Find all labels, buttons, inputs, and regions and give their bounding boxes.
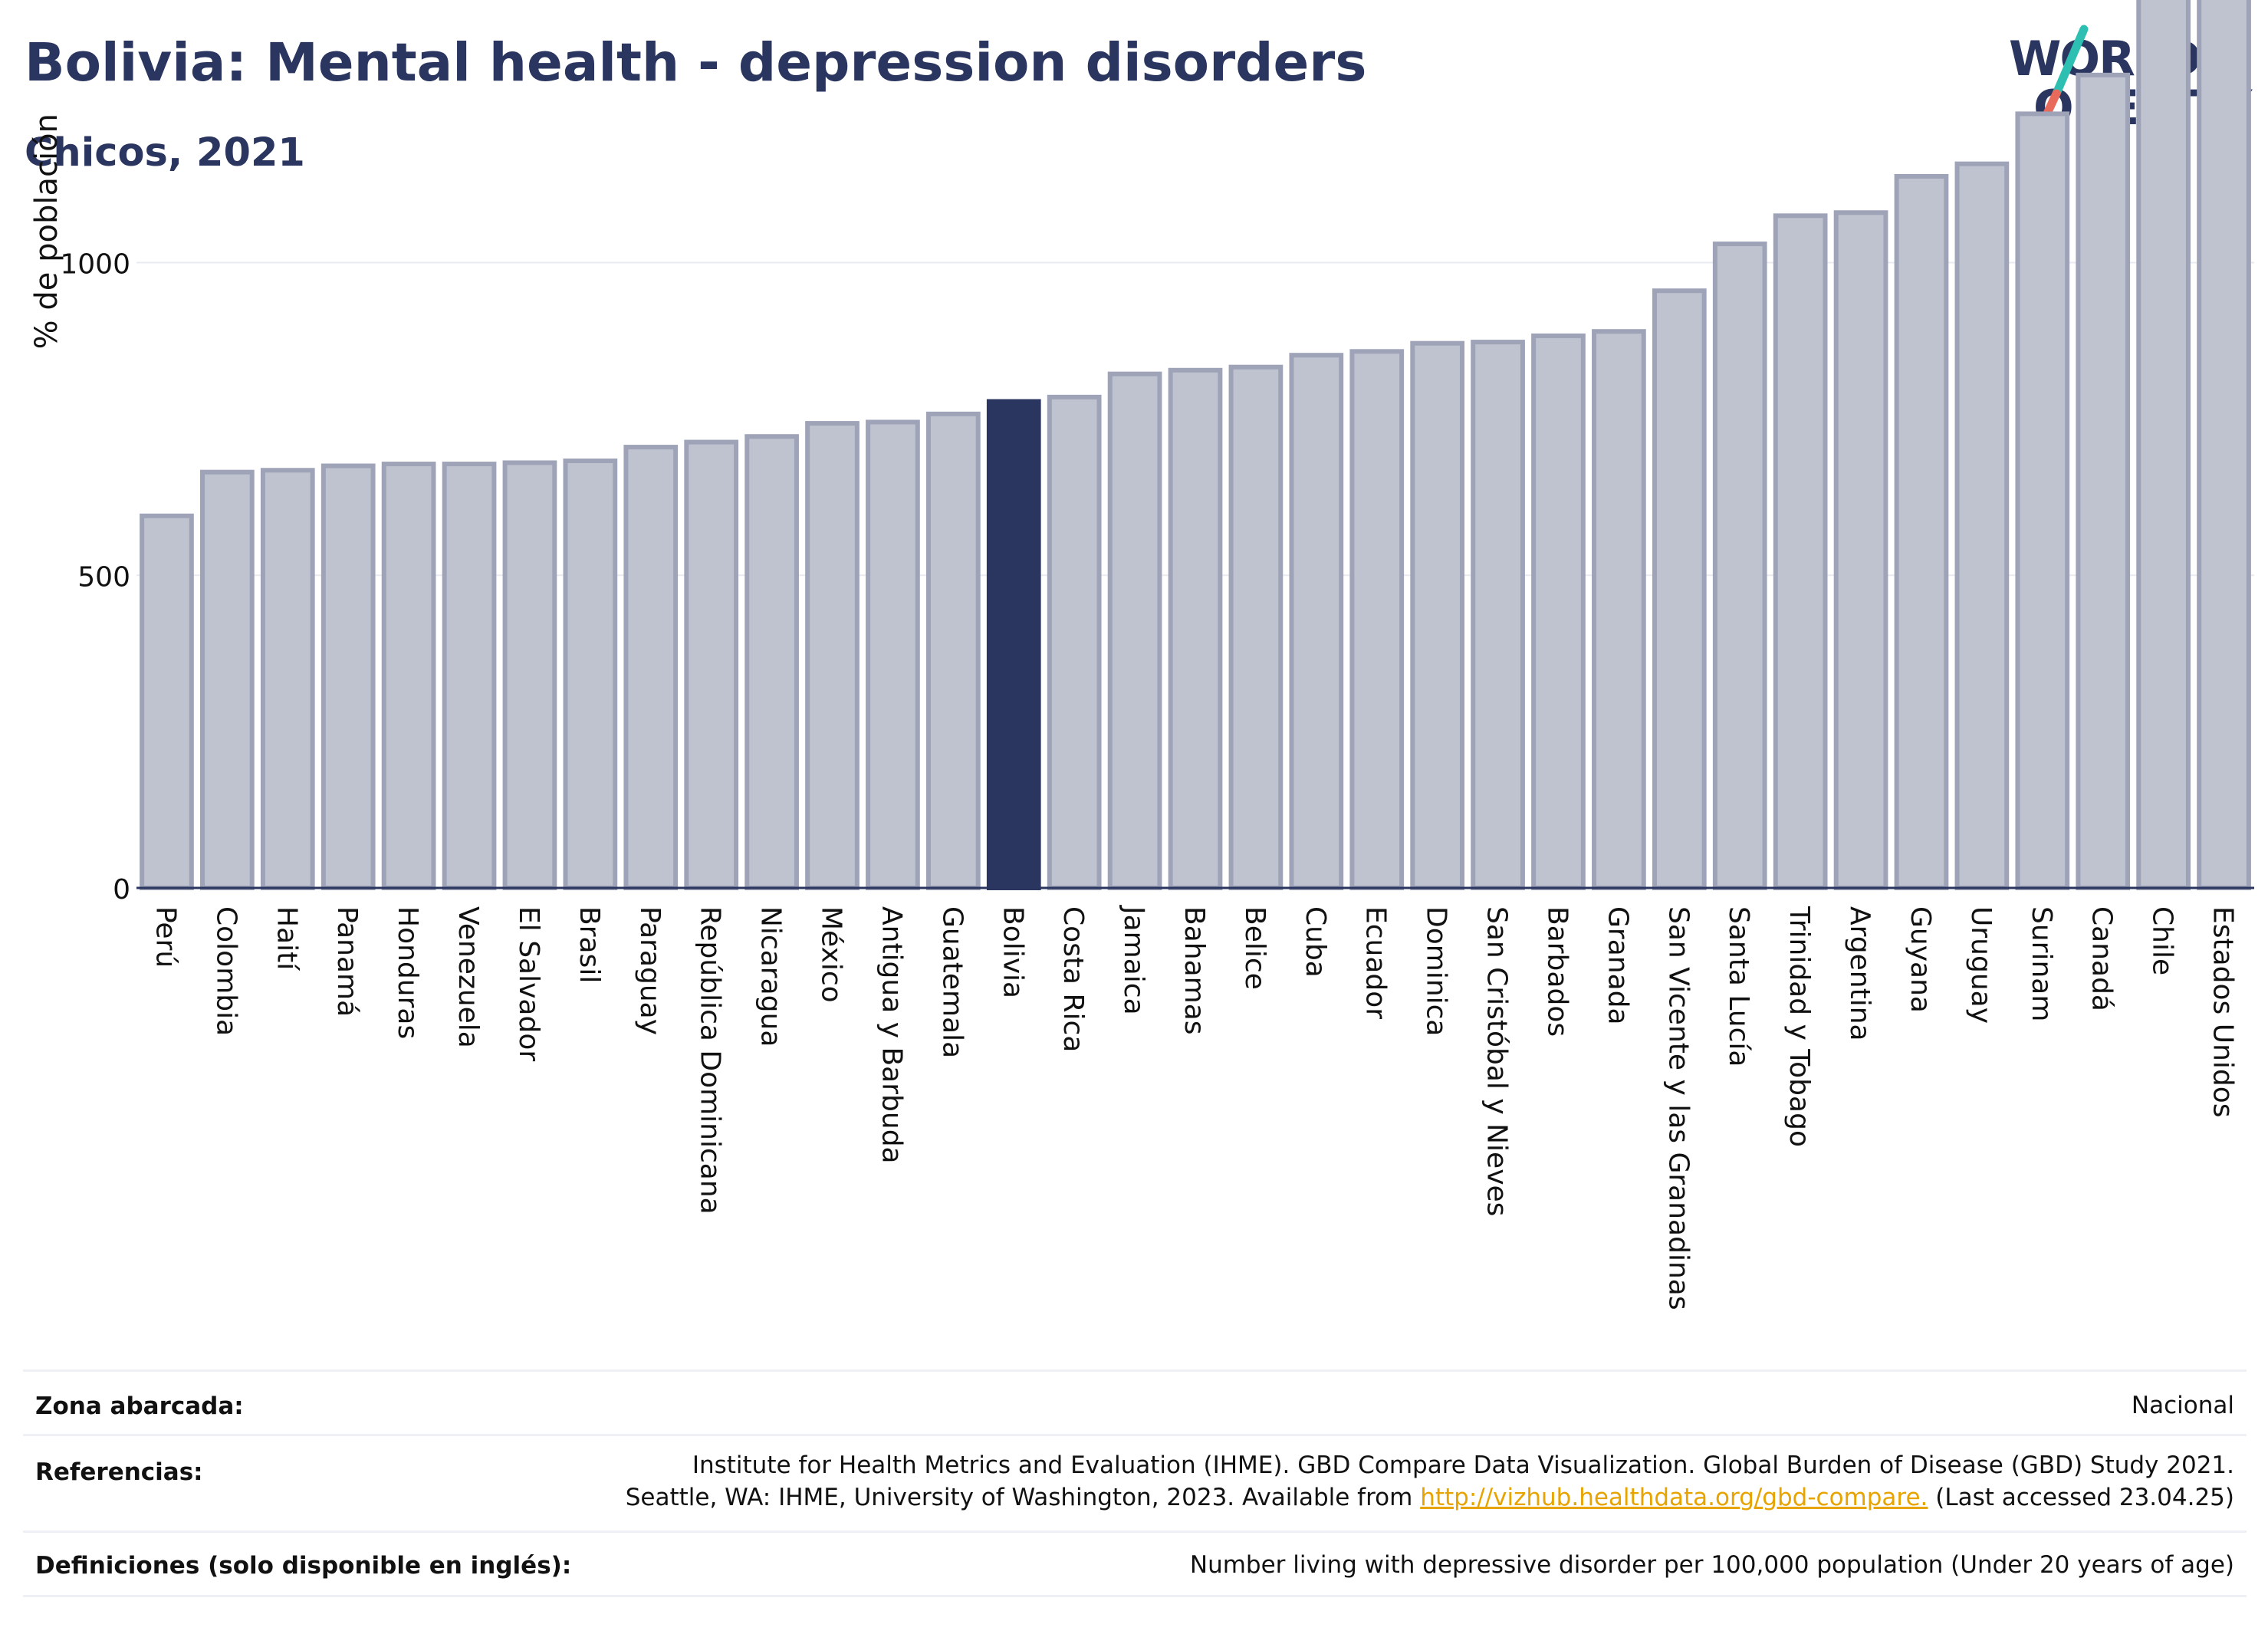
bar [684, 439, 739, 890]
x-tick-label: Canadá [2086, 906, 2118, 1011]
bar [2015, 111, 2070, 890]
logo-slash-teal [2052, 25, 2089, 98]
x-tick-label: Santa Lucía [1723, 906, 1754, 1067]
bar [1349, 349, 1405, 890]
bar [442, 462, 497, 890]
bar [502, 460, 557, 890]
zone-value: Nacional [2131, 1392, 2234, 1419]
footer-divider [23, 1530, 2247, 1533]
x-tick-label: San Cristóbal y Nieves [1481, 906, 1513, 1216]
references-link[interactable]: http://vizhub.healthdata.org/gbd-compare… [1420, 1484, 1928, 1511]
bar [2076, 72, 2131, 891]
page-title: Bolivia: Mental health - depression diso… [25, 32, 1367, 94]
x-tick-label: Guyana [1905, 906, 1936, 1013]
x-tick-label: Honduras [392, 906, 423, 1039]
x-tick-label: Guatemala [936, 906, 968, 1058]
y-tick-label: 0 [113, 874, 130, 906]
bar [1107, 371, 1162, 890]
x-tick-label: Nicaragua [755, 906, 787, 1047]
x-tick-label: Perú [150, 906, 181, 968]
footer-divider [23, 1369, 2247, 1372]
x-tick-label: El Salvador [513, 906, 544, 1061]
bar [1712, 242, 1767, 891]
bar-chart: 0500100015002000% de poblaciónPerúColomb… [29, 0, 2254, 1310]
references-text: Institute for Health Metrics and Evaluat… [626, 1449, 2234, 1514]
x-tick-label: Belice [1239, 906, 1270, 990]
bar [140, 513, 194, 891]
bar [1289, 353, 1344, 891]
bar [381, 462, 436, 890]
bar [805, 421, 860, 890]
x-tick-label: Bahamas [1178, 906, 1210, 1035]
definitions-value: Number living with depressive disorder p… [1189, 1551, 2234, 1579]
bar [925, 411, 981, 890]
x-tick-label: Brasil [574, 906, 605, 983]
y-axis-title: % de población [29, 113, 64, 349]
bar [563, 459, 618, 890]
footer-divider [23, 1434, 2247, 1436]
y-tick-label: 500 [77, 561, 130, 593]
bar [1168, 367, 1223, 890]
x-tick-label: Bolivia [997, 906, 1028, 998]
references-line-1: Institute for Health Metrics and Evaluat… [692, 1452, 2234, 1479]
bar [1833, 210, 1888, 890]
references-line-2: Seattle, WA: IHME, University of Washing… [626, 1481, 2234, 1514]
bar [744, 434, 799, 890]
x-tick-label: Paraguay [634, 906, 666, 1035]
y-tick-label: 1000 [60, 249, 130, 281]
x-tick-label: Colombia [210, 906, 242, 1036]
bar-highlighted [986, 399, 1041, 890]
bar [1471, 340, 1525, 891]
page-subtitle: Chicos, 2021 [25, 130, 305, 176]
x-tick-label: Barbados [1541, 906, 1573, 1037]
x-tick-label: Panamá [331, 906, 363, 1017]
bar [1652, 288, 1707, 890]
bar [1592, 329, 1646, 890]
bar [320, 463, 376, 890]
definitions-label: Definiciones (solo disponible en inglés)… [35, 1552, 572, 1580]
x-tick-label: Haití [271, 906, 302, 971]
references-label: Referencias: [35, 1458, 203, 1486]
bar [1531, 333, 1586, 890]
bar [1954, 161, 2010, 890]
bar [200, 469, 255, 890]
references-suffix: (Last accessed 23.04.25) [1928, 1484, 2234, 1511]
x-tick-label: Cuba [1300, 906, 1331, 978]
bar [1047, 394, 1102, 890]
bar [1894, 173, 1949, 890]
x-tick-label: Ecuador [1360, 906, 1392, 1019]
x-tick-label: Venezuela [452, 906, 484, 1048]
x-tick-label: Argentina [1844, 906, 1875, 1041]
x-tick-label: San Vicente y las Granadinas [1662, 906, 1694, 1310]
x-tick-label: Chile [2147, 906, 2178, 975]
bar [1410, 340, 1465, 890]
x-tick-label: Estados Unidos [2207, 906, 2239, 1118]
x-tick-label: Antigua y Barbuda [876, 906, 907, 1164]
bar [1773, 213, 1828, 890]
bar [623, 445, 679, 890]
x-tick-label: Trinidad y Tobago [1783, 906, 1815, 1147]
x-tick-label: Granada [1602, 906, 1633, 1025]
x-tick-label: República Dominicana [695, 906, 726, 1215]
x-tick-label: Surinam [2026, 906, 2057, 1021]
x-tick-label: Uruguay [1965, 906, 1997, 1024]
bar [1228, 364, 1284, 891]
bar [866, 419, 920, 890]
x-tick-label: Dominica [1421, 906, 1452, 1037]
bar [2136, 0, 2191, 891]
x-tick-label: Jamaica [1118, 905, 1149, 1015]
x-tick-label: Costa Rica [1057, 906, 1089, 1052]
references-prefix: Seattle, WA: IHME, University of Washing… [625, 1484, 1421, 1511]
zone-label: Zona abarcada: [35, 1392, 244, 1420]
bar [2197, 0, 2251, 890]
x-tick-label: México [816, 906, 847, 1003]
footer-divider [23, 1595, 2247, 1597]
bar [260, 468, 315, 890]
